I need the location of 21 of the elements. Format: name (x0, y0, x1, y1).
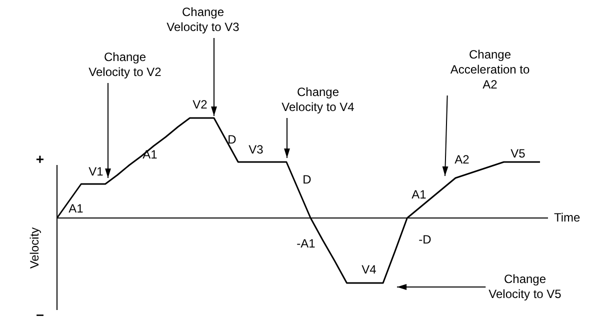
text: + (36, 150, 44, 167)
annotation: V4 (362, 262, 377, 276)
text: Change Velocity to V3 (166, 4, 240, 34)
annotation: A2 (454, 152, 470, 166)
text: V2 (192, 97, 208, 112)
annotation: -A1 (296, 236, 316, 250)
annotation: A1 (412, 187, 427, 202)
annotation: V3 (248, 142, 264, 156)
text: Change Velocity to V4 (282, 84, 355, 114)
text: Change Acceleration to A2 (450, 47, 530, 92)
annotation: D (302, 172, 312, 186)
y-axis-title: Velocity (27, 227, 42, 269)
text: – (36, 306, 44, 322)
annotation: V5 (510, 146, 526, 160)
annotation: Change Velocity to V5 (488, 272, 562, 301)
annotation: -D (418, 232, 432, 246)
annotation: A1 (68, 201, 84, 216)
annotation: V1 (88, 164, 104, 178)
text: Change Velocity to V2 (88, 50, 162, 79)
x-axis-title: Time (554, 210, 581, 224)
annotation: D (228, 132, 237, 146)
